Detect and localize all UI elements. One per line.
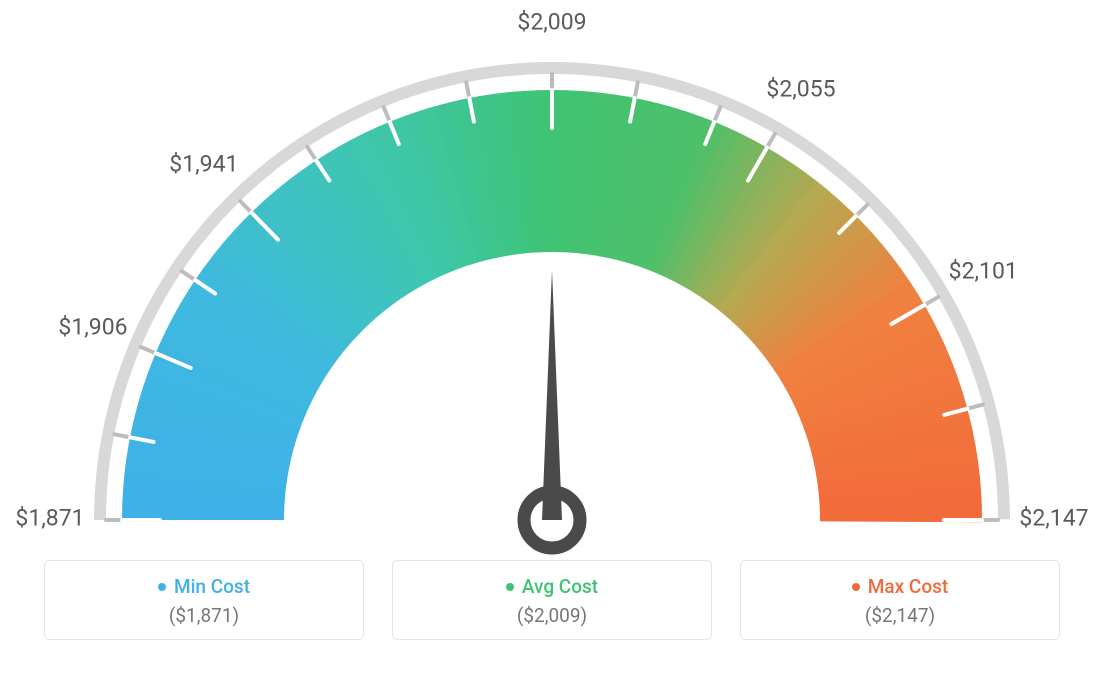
legend-row: Min Cost ($1,871) Avg Cost ($2,009) Max …	[0, 560, 1104, 660]
legend-title-avg-text: Avg Cost	[522, 575, 598, 598]
legend-title-min: Min Cost	[55, 575, 353, 598]
legend-title-max: Max Cost	[751, 575, 1049, 598]
legend-title-max-text: Max Cost	[868, 575, 948, 598]
tick-label: $2,009	[517, 9, 586, 36]
dot-avg	[506, 583, 514, 591]
legend-title-min-text: Min Cost	[174, 575, 250, 598]
tick-label: $1,941	[169, 150, 238, 177]
tick-label: $2,147	[1019, 505, 1088, 532]
legend-value-avg: ($2,009)	[403, 604, 701, 627]
tick-label: $2,101	[949, 258, 1018, 285]
dot-min	[158, 583, 166, 591]
legend-card-max: Max Cost ($2,147)	[740, 560, 1060, 640]
gauge-chart: $1,871 $1,906 $1,941 $2,009 $2,055 $2,101 $2,1…	[0, 0, 1104, 560]
tick-label: $2,055	[766, 75, 835, 102]
legend-title-avg: Avg Cost	[403, 575, 701, 598]
legend-value-min: ($1,871)	[55, 604, 353, 627]
dot-max	[852, 583, 860, 591]
legend-card-avg: Avg Cost ($2,009)	[392, 560, 712, 640]
legend-value-max: ($2,147)	[751, 604, 1049, 627]
tick-label: $1,906	[58, 313, 127, 340]
legend-card-min: Min Cost ($1,871)	[44, 560, 364, 640]
gauge-svg	[0, 0, 1104, 560]
tick-label: $1,871	[15, 505, 84, 532]
